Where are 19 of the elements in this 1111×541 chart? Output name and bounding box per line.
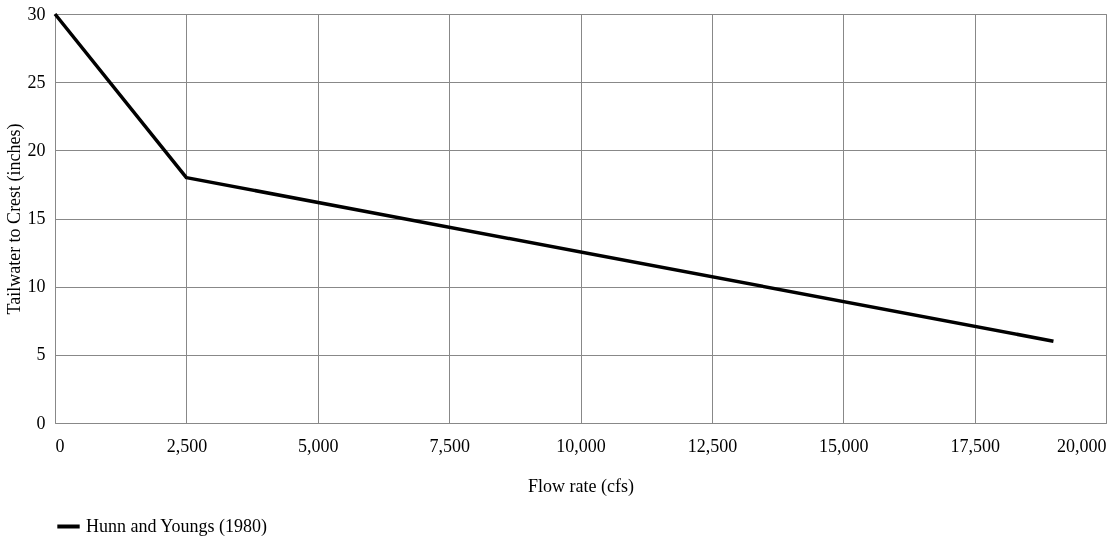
x-tick-label: 17,500 xyxy=(950,435,1000,456)
y-tick-label: 5 xyxy=(36,344,46,365)
y-tick-label: 10 xyxy=(27,276,46,297)
y-axis-title: Tailwater to Crest (inches) xyxy=(3,123,25,315)
x-tick-label: 2,500 xyxy=(166,435,208,456)
y-tick-label: 25 xyxy=(27,71,46,92)
x-tick-label: 5,000 xyxy=(298,435,339,456)
x-tick-label: 20,000 xyxy=(1057,435,1107,456)
y-tick-label: 15 xyxy=(27,208,46,228)
y-tick-label: 20 xyxy=(27,139,46,160)
y-tick-label: 30 xyxy=(27,3,46,24)
x-tick-label: 12,500 xyxy=(687,435,738,456)
legend-label: Hunn and Youngs (1980) xyxy=(86,515,268,537)
y-tick-label: 0 xyxy=(36,412,46,433)
x-axis-title: Flow rate (cfs) xyxy=(528,475,634,497)
x-tick-label: 7,500 xyxy=(429,435,470,456)
x-tick-label: 10,000 xyxy=(556,435,606,456)
x-tick-label: 0 xyxy=(55,435,65,456)
x-tick-label: 15,000 xyxy=(819,435,869,456)
